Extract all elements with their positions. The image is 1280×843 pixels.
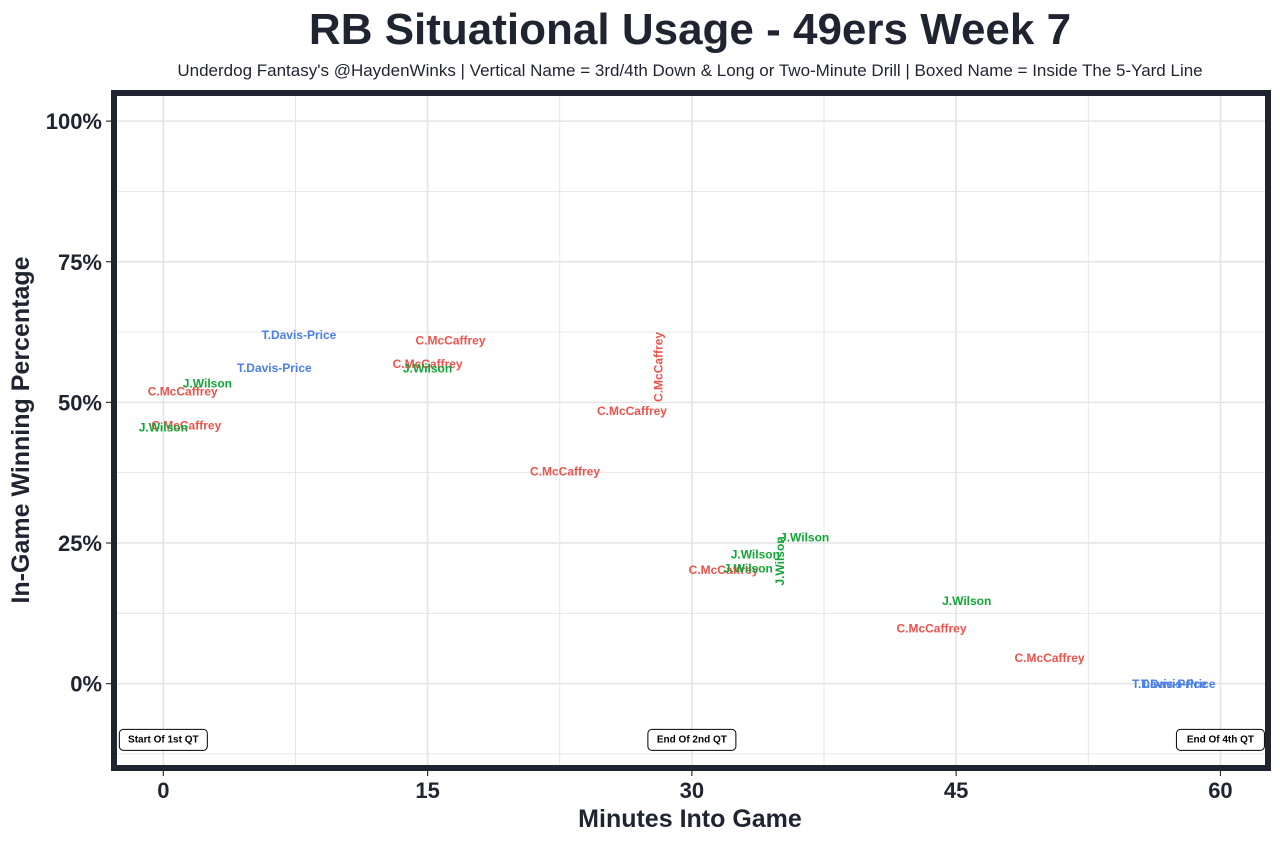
annotation-box xyxy=(647,728,737,751)
plot-border xyxy=(111,90,1271,771)
data-point-label: C.McCaffrey xyxy=(597,404,667,418)
data-point-label: J.Wilson xyxy=(780,530,829,544)
data-point-label: T.Davis-Price xyxy=(1141,677,1216,691)
data-point-label: C.McCaffrey xyxy=(1015,651,1085,665)
chart-subtitle: Underdog Fantasy's @HaydenWinks | Vertic… xyxy=(177,61,1202,80)
y-tick-label: 75% xyxy=(58,250,102,275)
data-point-label: C.McCaffrey xyxy=(689,563,759,577)
grid xyxy=(117,96,1265,765)
y-tick-label: 25% xyxy=(58,531,102,556)
data-point-label: J.Wilson xyxy=(942,594,991,608)
data-point-label: J.Wilson xyxy=(773,536,787,585)
axis-ticks: 0 15 30 45 60 0% 25% 50% 75% 100% xyxy=(46,109,1233,803)
data-point-label: C.McCaffrey xyxy=(896,622,966,636)
data-points: C.McCaffreyJ.WilsonC.McCaffreyJ.WilsonT.… xyxy=(139,328,1216,691)
data-point-label: J.Wilson xyxy=(731,547,780,561)
x-tick-label: 45 xyxy=(944,778,968,803)
y-tick-label: 50% xyxy=(58,390,102,415)
data-point-label: C.McCaffrey xyxy=(148,385,218,399)
data-point-label: T.Davis-Price xyxy=(1132,677,1207,691)
x-tick-label: 30 xyxy=(680,778,704,803)
data-point-label: C.McCaffrey xyxy=(393,357,463,371)
y-tick-label: 0% xyxy=(70,672,102,697)
data-point-label: C.McCaffrey xyxy=(530,465,600,479)
data-point-label: J.Wilson xyxy=(724,561,773,575)
annotation-box xyxy=(118,728,208,751)
x-axis-title: Minutes Into Game xyxy=(578,805,802,833)
data-point-label: J.Wilson xyxy=(139,421,188,435)
y-axis-title: In-Game Winning Percentage xyxy=(7,256,35,603)
data-point-label: C.McCaffrey xyxy=(415,334,485,348)
annotation-box xyxy=(1175,728,1265,751)
x-tick-label: 15 xyxy=(415,778,439,803)
annotation-label: End Of 4th QT xyxy=(1187,734,1254,745)
data-point-label: T.Davis-Price xyxy=(237,361,312,375)
annotations: Start Of 1st QT End Of 2nd QT End Of 4th Q… xyxy=(118,728,1265,751)
data-point-label: T.Davis-Price xyxy=(262,328,337,342)
annotation-label: End Of 2nd QT xyxy=(657,734,727,745)
data-point-label: C.McCaffrey xyxy=(651,332,665,402)
y-tick-label: 100% xyxy=(46,109,102,134)
data-point-label: C.McCaffrey xyxy=(151,418,221,432)
annotation-label: Start Of 1st QT xyxy=(128,734,199,745)
data-point-label: J.Wilson xyxy=(183,376,232,390)
data-point-label: J.Wilson xyxy=(403,362,452,376)
x-tick-label: 0 xyxy=(157,778,169,803)
x-tick-label: 60 xyxy=(1208,778,1232,803)
chart-title: RB Situational Usage - 49ers Week 7 xyxy=(309,5,1071,54)
